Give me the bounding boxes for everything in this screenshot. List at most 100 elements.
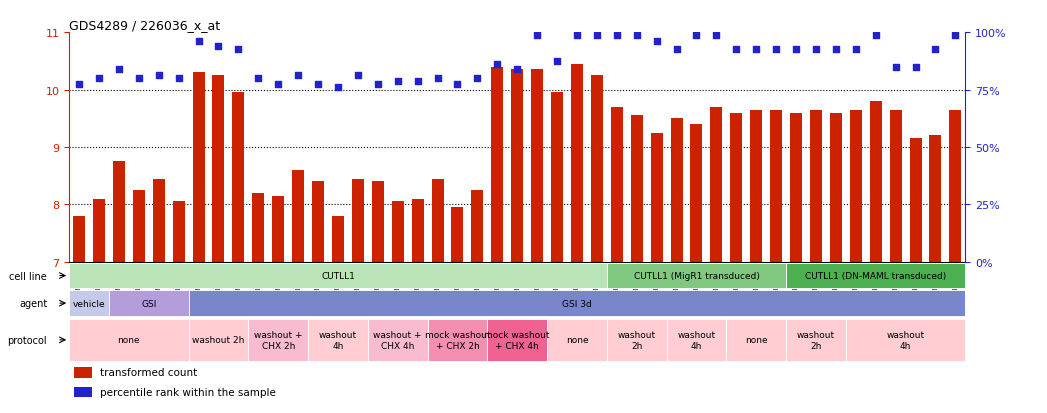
- Point: [111, 67, 128, 74]
- Text: protocol: protocol: [7, 335, 47, 345]
- Text: washout
4h: washout 4h: [887, 330, 925, 350]
- Bar: [551, 93, 563, 262]
- Text: washout 2h: washout 2h: [193, 335, 245, 344]
- Bar: [312, 182, 324, 262]
- Bar: [610, 107, 623, 262]
- Bar: [491, 67, 504, 262]
- Bar: [188, 291, 965, 316]
- Text: washout +
CHX 2h: washout + CHX 2h: [254, 330, 303, 350]
- Bar: [272, 196, 284, 262]
- Bar: [352, 179, 364, 262]
- Point: [350, 73, 366, 79]
- Text: CUTLL1 (MigR1 transduced): CUTLL1 (MigR1 transduced): [633, 271, 759, 280]
- Bar: [69, 291, 109, 316]
- Bar: [667, 319, 727, 361]
- Bar: [607, 319, 667, 361]
- Text: GSI: GSI: [141, 299, 156, 308]
- Point: [847, 47, 864, 54]
- Point: [469, 76, 486, 82]
- Text: washout
4h: washout 4h: [319, 330, 357, 350]
- Bar: [571, 64, 583, 262]
- Point: [250, 76, 267, 82]
- Text: percentile rank within the sample: percentile rank within the sample: [101, 387, 276, 397]
- Point: [608, 33, 625, 39]
- Point: [688, 33, 705, 39]
- Text: agent: agent: [19, 299, 47, 309]
- Point: [529, 33, 545, 39]
- Bar: [188, 319, 248, 361]
- Bar: [73, 387, 91, 397]
- Bar: [930, 136, 941, 262]
- Bar: [690, 125, 703, 262]
- Point: [807, 47, 824, 54]
- Point: [230, 47, 247, 54]
- Bar: [372, 182, 384, 262]
- Point: [748, 47, 764, 54]
- Bar: [511, 70, 524, 262]
- Bar: [109, 291, 188, 316]
- Bar: [786, 319, 846, 361]
- Point: [588, 33, 605, 39]
- Point: [569, 33, 585, 39]
- Point: [887, 64, 904, 71]
- Bar: [392, 202, 404, 262]
- Text: washout
4h: washout 4h: [677, 330, 715, 350]
- Point: [429, 76, 446, 82]
- Bar: [630, 116, 643, 262]
- Bar: [292, 171, 304, 262]
- Bar: [531, 70, 543, 262]
- Text: washout +
CHX 4h: washout + CHX 4h: [374, 330, 422, 350]
- Bar: [248, 319, 308, 361]
- Text: none: none: [565, 335, 588, 344]
- Bar: [113, 162, 125, 262]
- Point: [648, 38, 665, 45]
- Point: [946, 33, 963, 39]
- Bar: [427, 319, 487, 361]
- Point: [310, 81, 327, 88]
- Bar: [69, 319, 188, 361]
- Point: [171, 76, 187, 82]
- Text: none: none: [744, 335, 767, 344]
- Point: [549, 58, 565, 65]
- Text: CUTLL1: CUTLL1: [321, 271, 355, 280]
- Point: [827, 47, 844, 54]
- Bar: [173, 202, 184, 262]
- Bar: [487, 319, 548, 361]
- Text: mock washout
+ CHX 2h: mock washout + CHX 2h: [425, 330, 490, 350]
- Bar: [607, 263, 786, 289]
- Bar: [771, 110, 782, 262]
- Bar: [910, 139, 921, 262]
- Text: transformed count: transformed count: [101, 368, 198, 377]
- Bar: [727, 319, 786, 361]
- Bar: [332, 216, 344, 262]
- Bar: [73, 367, 91, 377]
- Bar: [73, 216, 85, 262]
- Bar: [890, 110, 901, 262]
- Bar: [367, 319, 427, 361]
- Bar: [731, 113, 742, 262]
- Point: [71, 81, 88, 88]
- Text: GSI 3d: GSI 3d: [562, 299, 592, 308]
- Point: [330, 84, 347, 91]
- Bar: [850, 110, 862, 262]
- Point: [270, 81, 287, 88]
- Point: [409, 78, 426, 85]
- Point: [867, 33, 884, 39]
- Bar: [213, 76, 224, 262]
- Point: [370, 81, 386, 88]
- Bar: [591, 76, 603, 262]
- Bar: [950, 110, 961, 262]
- Bar: [711, 107, 722, 262]
- Bar: [548, 319, 607, 361]
- Point: [668, 47, 685, 54]
- Bar: [252, 193, 264, 262]
- Point: [787, 47, 804, 54]
- Bar: [69, 263, 607, 289]
- Point: [191, 38, 207, 45]
- Bar: [93, 199, 105, 262]
- Point: [151, 73, 168, 79]
- Point: [907, 64, 923, 71]
- Text: GDS4289 / 226036_x_at: GDS4289 / 226036_x_at: [69, 19, 220, 32]
- Bar: [431, 179, 444, 262]
- Point: [449, 81, 466, 88]
